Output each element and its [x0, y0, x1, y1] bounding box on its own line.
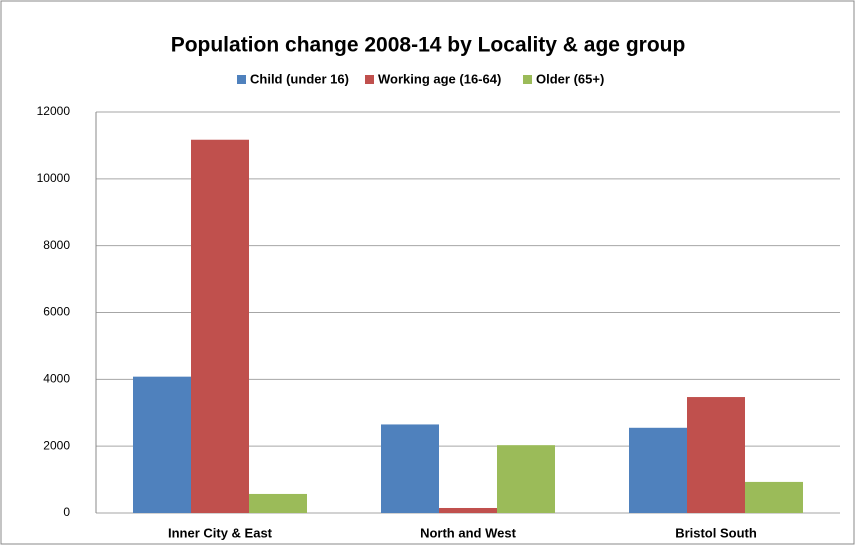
y-tick-label: 0: [63, 505, 70, 519]
bar: [497, 445, 555, 513]
y-tick-label: 2000: [43, 438, 70, 452]
bar: [133, 376, 191, 513]
bar: [381, 424, 439, 513]
legend-swatch: [237, 75, 246, 84]
legend-swatch: [365, 75, 374, 84]
y-tick-label: 4000: [43, 372, 70, 386]
bar: [745, 481, 803, 513]
x-tick-label: Inner City & East: [168, 525, 273, 540]
y-tick-label: 6000: [43, 305, 70, 319]
bar: [687, 397, 745, 513]
y-tick-label: 12000: [37, 104, 71, 118]
y-tick-label: 8000: [43, 238, 70, 252]
x-tick-label: Bristol South: [675, 525, 757, 540]
x-tick-label: North and West: [420, 525, 516, 540]
bar: [249, 493, 307, 513]
bar: [629, 427, 687, 513]
chart-title: Population change 2008-14 by Locality & …: [171, 34, 686, 57]
legend-label: Child (under 16): [250, 71, 349, 86]
legend-swatch: [523, 75, 532, 84]
legend-label: Older (65+): [536, 71, 604, 86]
bar: [439, 507, 497, 513]
bar: [191, 139, 249, 513]
y-tick-label: 10000: [37, 171, 71, 185]
legend-label: Working age (16-64): [378, 71, 501, 86]
